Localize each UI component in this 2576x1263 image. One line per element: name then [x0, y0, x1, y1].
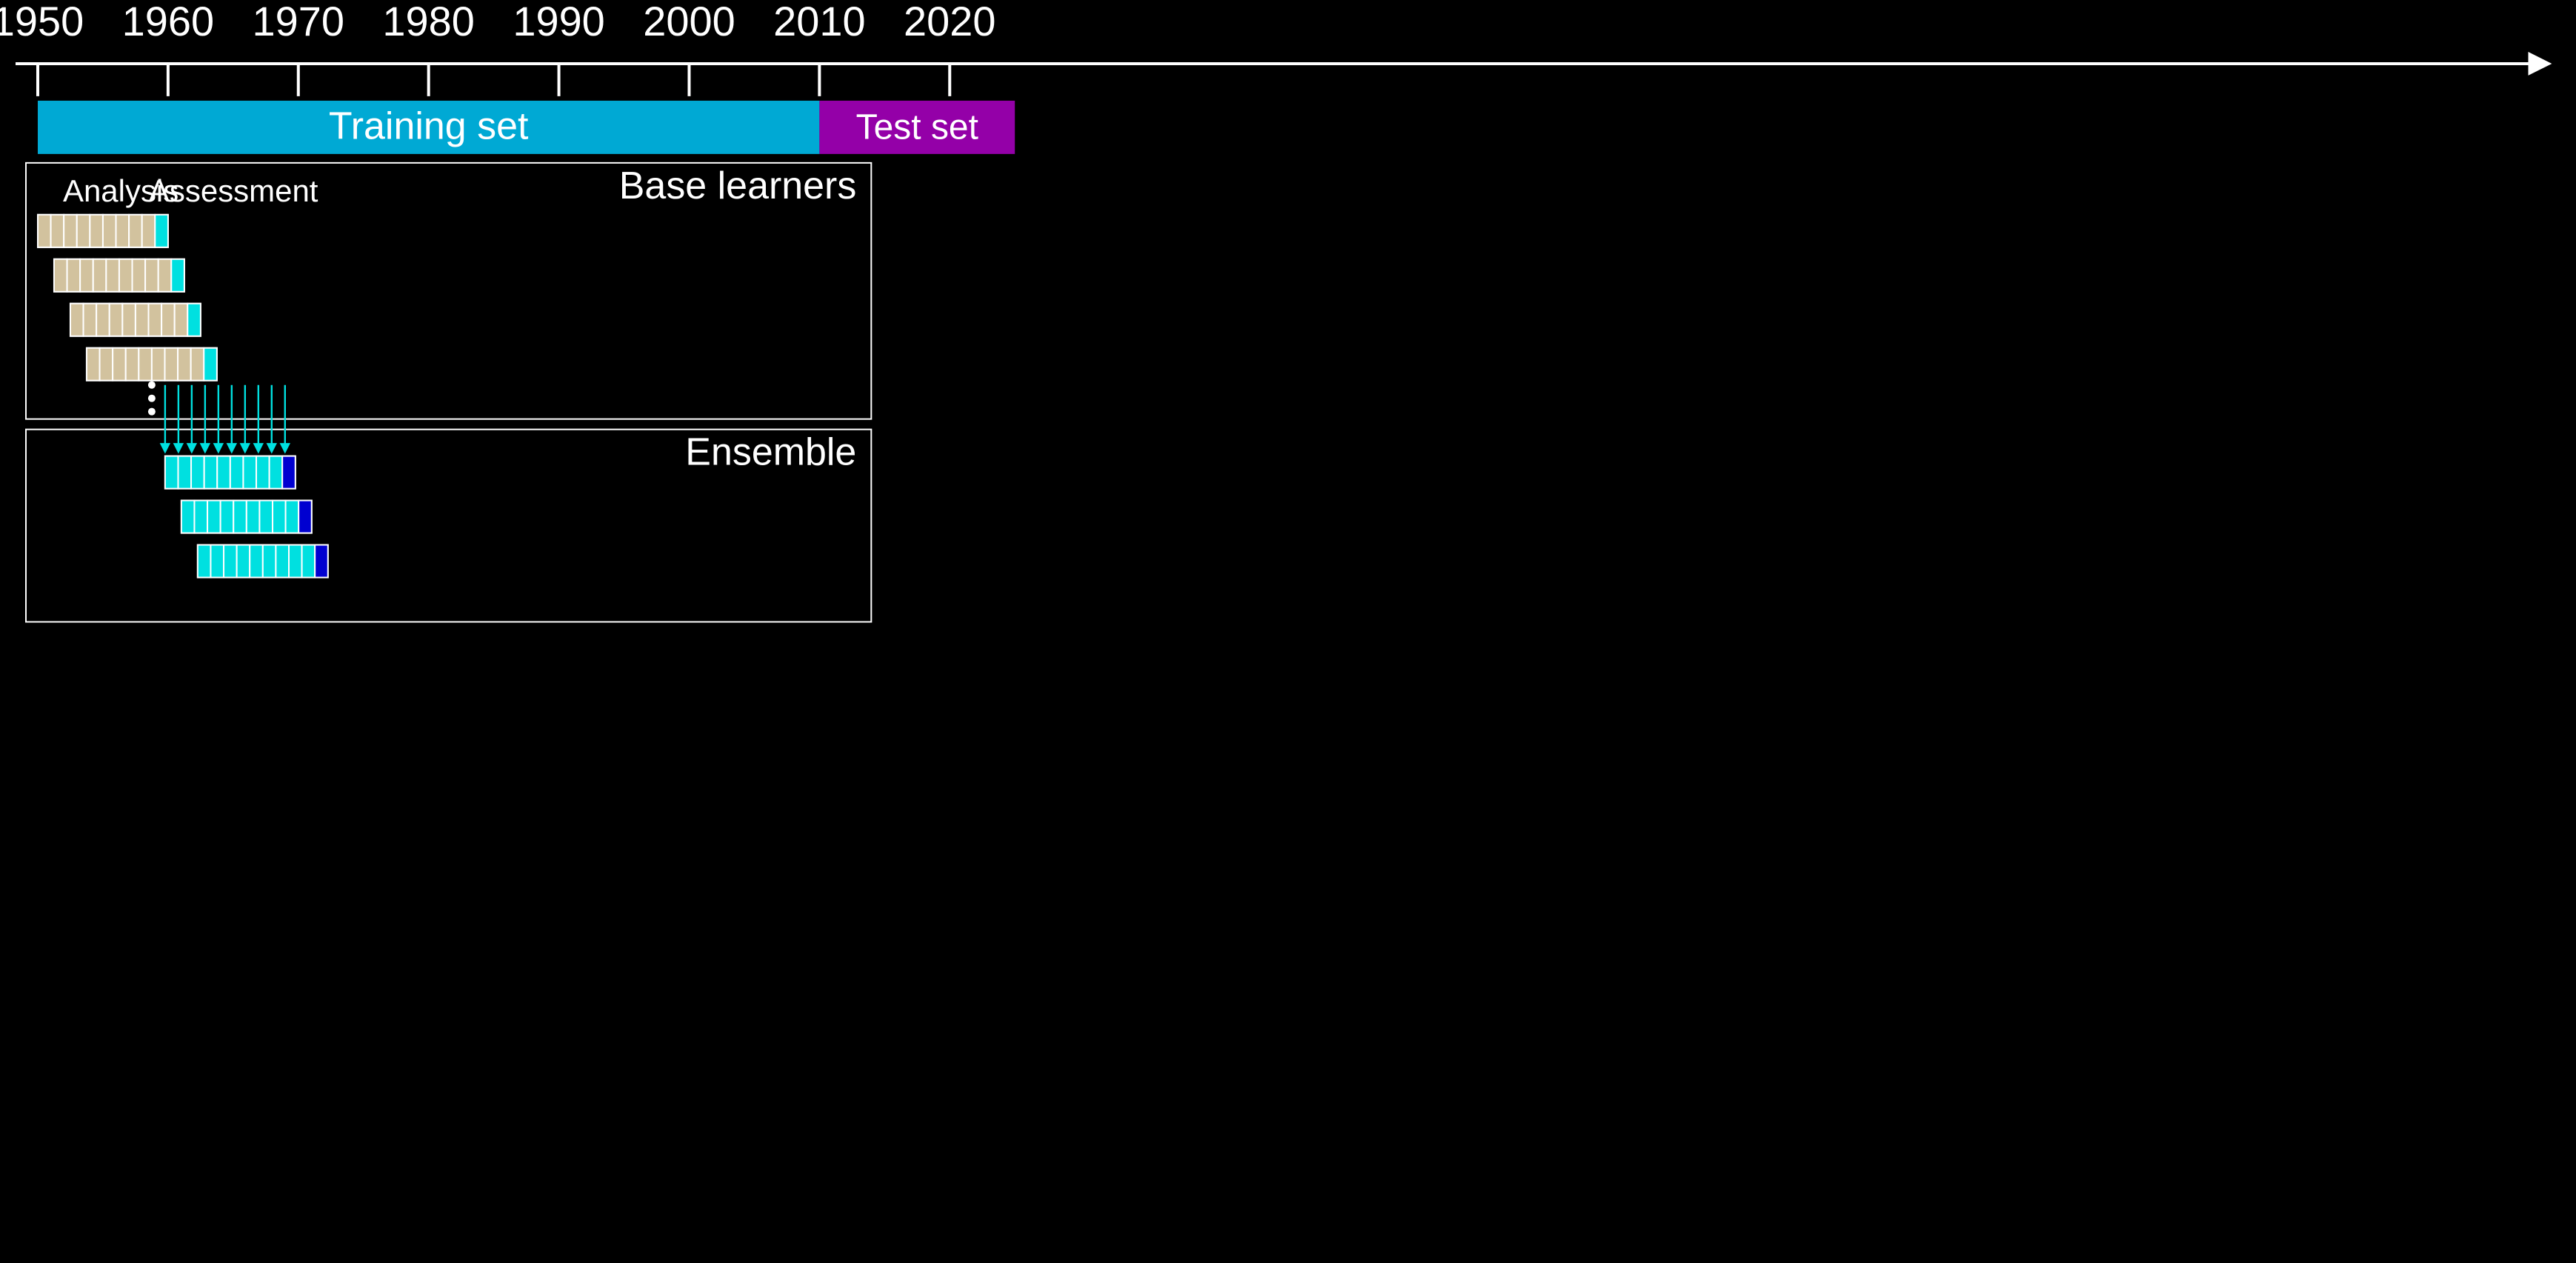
- assess-cell: [155, 215, 168, 247]
- ensemble-window-row-0: [165, 456, 296, 489]
- analysis-cell: [178, 456, 191, 489]
- analysis-cell: [198, 545, 211, 578]
- analysis-cell: [159, 259, 172, 292]
- analysis-cell: [178, 348, 191, 381]
- ellipsis-dot: [148, 408, 156, 416]
- base-window-row-2: [70, 304, 201, 336]
- analysis-cell: [139, 348, 152, 381]
- analysis-cell: [191, 348, 204, 381]
- analysis-cell: [149, 304, 162, 336]
- analysis-cell: [103, 215, 116, 247]
- analysis-cell: [136, 304, 149, 336]
- assess-cell: [204, 348, 217, 381]
- analysis-cell: [302, 545, 316, 578]
- analysis-cell: [256, 456, 270, 489]
- analysis-cell: [194, 501, 207, 533]
- analysis-cell: [247, 501, 260, 533]
- timeline-year-label: 2010: [773, 0, 865, 44]
- analysis-cell: [230, 456, 244, 489]
- analysis-cell: [67, 259, 81, 292]
- analysis-cell: [142, 215, 156, 247]
- analysis-cell: [286, 501, 299, 533]
- ensemble-label: Ensemble: [685, 431, 856, 474]
- assess-cell: [171, 259, 184, 292]
- analysis-cell: [119, 259, 133, 292]
- analysis-cell: [38, 215, 51, 247]
- analysis-cell: [126, 348, 139, 381]
- analysis-cell: [224, 545, 237, 578]
- base-window-row-0: [38, 215, 168, 247]
- analysis-cell: [84, 304, 97, 336]
- analysis-cell: [237, 545, 250, 578]
- analysis-cell: [113, 348, 126, 381]
- analysis-cell: [210, 545, 224, 578]
- timeline-year-label: 2000: [643, 0, 735, 44]
- analysis-cell: [70, 304, 84, 336]
- analysis-cell: [161, 304, 175, 336]
- analysis-cell: [106, 259, 119, 292]
- timeline-year-label: 1970: [253, 0, 344, 44]
- analysis-cell: [289, 545, 302, 578]
- analysis-cell: [77, 215, 90, 247]
- timeline-year-label: 2020: [904, 0, 995, 44]
- analysis-cell: [90, 215, 103, 247]
- analysis-cell: [204, 456, 218, 489]
- analysis-cell: [181, 501, 195, 533]
- legend-assessment: Assessment: [149, 173, 318, 208]
- timeline-year-label: 1960: [122, 0, 214, 44]
- analysis-cell: [217, 456, 230, 489]
- assess-cell: [315, 545, 328, 578]
- analysis-cell: [51, 215, 64, 247]
- test-set-label: Test set: [856, 108, 978, 147]
- analysis-cell: [276, 545, 289, 578]
- analysis-cell: [175, 304, 188, 336]
- ellipsis-dot: [148, 381, 156, 389]
- analysis-cell: [207, 501, 221, 533]
- analysis-cell: [243, 456, 256, 489]
- diagram-root: 1950 1960 1970 1980 1990 2000 2010 2020 Training…: [0, 0, 2576, 1263]
- analysis-cell: [64, 215, 77, 247]
- assess-cell: [187, 304, 201, 336]
- timeline-year-label: 1990: [513, 0, 604, 44]
- base-window-row-1: [54, 259, 184, 292]
- analysis-cell: [100, 348, 113, 381]
- base-window-row-3: [87, 348, 217, 381]
- timeline-year-label: 1950: [0, 0, 84, 44]
- analysis-cell: [122, 304, 136, 336]
- analysis-cell: [54, 259, 67, 292]
- training-set-label: Training set: [329, 105, 529, 148]
- ellipsis-dot: [148, 395, 156, 402]
- analysis-cell: [233, 501, 247, 533]
- analysis-cell: [273, 501, 286, 533]
- analysis-cell: [145, 259, 159, 292]
- analysis-cell: [259, 501, 273, 533]
- timeline-year-label: 1980: [382, 0, 474, 44]
- analysis-cell: [221, 501, 234, 533]
- analysis-cell: [80, 259, 93, 292]
- analysis-cell: [250, 545, 263, 578]
- analysis-cell: [191, 456, 204, 489]
- analysis-cell: [270, 456, 283, 489]
- analysis-cell: [96, 304, 110, 336]
- base-learners-label: Base learners: [619, 164, 857, 207]
- background: [1, 0, 2575, 1263]
- analysis-cell: [263, 545, 276, 578]
- analysis-cell: [87, 348, 100, 381]
- analysis-cell: [93, 259, 107, 292]
- analysis-cell: [110, 304, 123, 336]
- assess-cell: [298, 501, 312, 533]
- analysis-cell: [164, 348, 178, 381]
- analysis-cell: [133, 259, 146, 292]
- ensemble-window-row-2: [198, 545, 328, 578]
- analysis-cell: [165, 456, 178, 489]
- analysis-cell: [129, 215, 142, 247]
- analysis-cell: [152, 348, 165, 381]
- analysis-cell: [116, 215, 130, 247]
- ensemble-window-row-1: [181, 501, 312, 533]
- assess-cell: [282, 456, 296, 489]
